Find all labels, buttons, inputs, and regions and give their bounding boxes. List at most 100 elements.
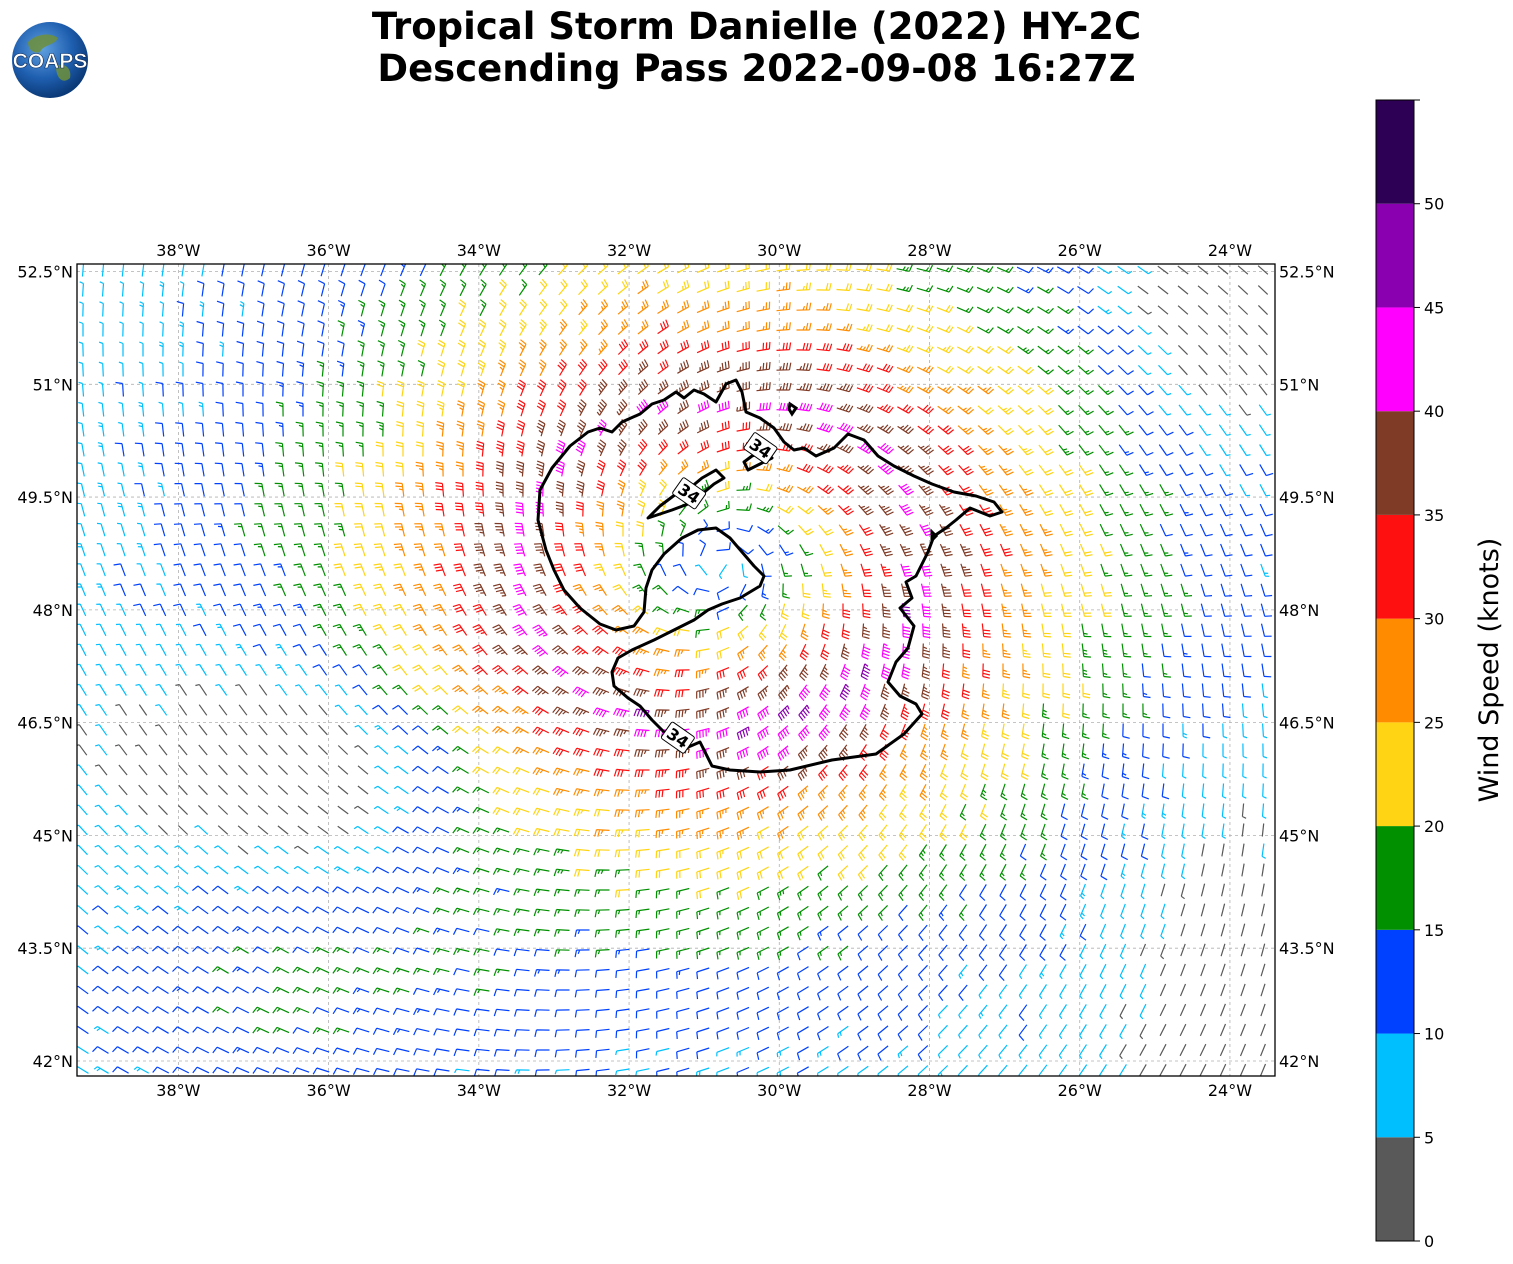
wind-barb [1019, 883, 1027, 901]
wind-barb [697, 499, 709, 515]
wind-barb [819, 544, 834, 557]
wind-barb [274, 503, 286, 517]
wind-barb [1201, 663, 1212, 678]
lon-tick-label-bottom: 34°W [457, 1081, 501, 1100]
wind-barb [1057, 325, 1075, 335]
wind-barb [1118, 464, 1134, 476]
wind-barb [696, 787, 710, 799]
wind-barb [756, 926, 770, 941]
wind-barb [392, 1007, 410, 1015]
wind-barb [592, 666, 610, 676]
wind-barb [352, 926, 370, 934]
wind-barb [796, 986, 809, 1001]
wind-barb [637, 359, 649, 375]
wind-barb [172, 1026, 189, 1034]
wind-barb [1157, 285, 1169, 295]
wind-barb [436, 441, 444, 457]
wind-barb [275, 442, 285, 457]
wind-barb [573, 868, 590, 877]
wind-barb [1001, 623, 1011, 638]
wind-barb [432, 826, 450, 834]
wind-barb [654, 749, 670, 758]
wind-barb [1039, 504, 1054, 517]
wind-barb [716, 1027, 730, 1040]
wind-barb [637, 499, 646, 517]
wind-barb [115, 704, 128, 716]
wind-barb [1202, 743, 1207, 759]
wind-barb [756, 264, 770, 272]
wind-barb [472, 644, 488, 656]
wind-barb [776, 322, 791, 332]
wind-barb [556, 419, 566, 437]
wind-barb [978, 1024, 988, 1039]
wind-barb [577, 399, 587, 416]
wind-barb [532, 604, 548, 616]
wind-barb [555, 501, 564, 517]
wind-barb [1260, 583, 1273, 597]
wind-barb [257, 300, 265, 317]
wind-barb [1181, 643, 1192, 658]
wind-barb [192, 623, 207, 637]
wind-barb [876, 363, 894, 373]
wind-barb [839, 543, 854, 557]
wind-barb [1258, 364, 1268, 376]
wind-barb [777, 785, 789, 801]
wind-barb [292, 906, 309, 914]
wind-barb [337, 299, 346, 317]
wind-barb [192, 945, 209, 955]
wind-barb [876, 324, 894, 333]
wind-barb [800, 623, 809, 641]
wind-barb [801, 603, 810, 620]
wind-barb [171, 945, 189, 955]
wind-barb [776, 264, 791, 272]
wind-barb [137, 502, 146, 517]
wind-barb [1037, 306, 1054, 314]
wind-barb [821, 583, 831, 598]
wind-barb [617, 319, 629, 335]
wind-barb [398, 299, 406, 317]
wind-barb [876, 383, 894, 394]
wind-barb [353, 825, 369, 835]
wind-barb [493, 948, 510, 956]
wind-barb [612, 666, 630, 677]
wind-barb [1139, 943, 1147, 957]
wind-barb [313, 845, 329, 855]
wind-barb [354, 724, 369, 736]
wind-barb [214, 503, 226, 517]
wind-barb [178, 724, 188, 736]
wind-barb [857, 464, 874, 475]
wind-barb [594, 849, 610, 857]
wind-barb [816, 282, 832, 291]
wind-barb [236, 361, 244, 377]
wind-barb [716, 586, 729, 601]
lon-tick-label-bottom: 38°W [156, 1081, 200, 1100]
wind-barb [155, 724, 168, 736]
wind-barb [882, 623, 891, 639]
wind-barb [574, 989, 590, 998]
wind-barb [896, 284, 913, 293]
wind-barb [492, 624, 508, 636]
wind-barb [1220, 583, 1233, 597]
wind-barb [234, 503, 246, 517]
wind-barb [312, 1067, 330, 1075]
wind-barb [837, 865, 849, 881]
wind-barb [1261, 703, 1268, 719]
wind-barb [1241, 843, 1245, 857]
wind-barb [1121, 643, 1132, 658]
wind-barb [117, 482, 126, 497]
wind-barb [716, 360, 730, 373]
wind-barb [880, 703, 890, 721]
wind-barb [555, 460, 565, 477]
wind-barb [656, 968, 670, 979]
wind-barb [98, 341, 104, 357]
wind-barb [136, 543, 146, 557]
wind-barb [1081, 623, 1092, 638]
wind-barb [676, 947, 690, 959]
wind-barb [121, 264, 125, 277]
wind-barb [1240, 943, 1246, 957]
wind-barb [276, 381, 284, 397]
wind-barb [655, 848, 670, 859]
lon-tick-label-top: 36°W [307, 241, 351, 260]
wind-barb [397, 339, 406, 357]
wind-barb [716, 987, 730, 1000]
